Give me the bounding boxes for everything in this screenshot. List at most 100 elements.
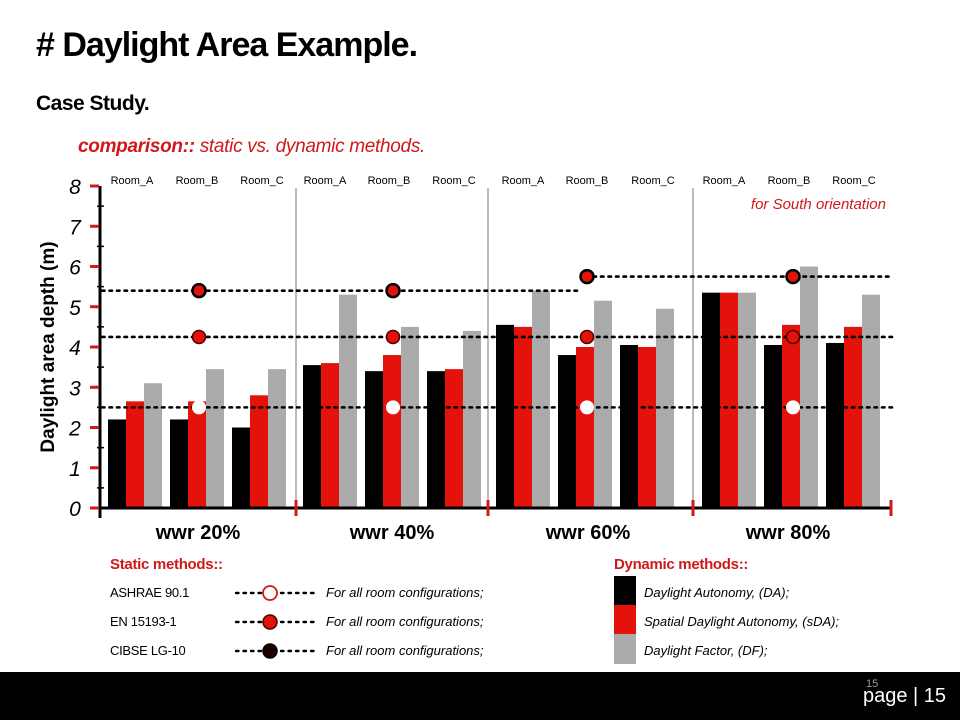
group-label: wwr 80% bbox=[745, 522, 831, 544]
bar-da bbox=[826, 342, 844, 508]
bar-sda bbox=[638, 347, 656, 508]
legend-ashrae-desc: For all room configurations; bbox=[326, 585, 484, 600]
marker-cibse bbox=[579, 268, 595, 285]
room-label: Room_B bbox=[566, 175, 609, 187]
bar-df bbox=[144, 383, 162, 508]
bar-df bbox=[594, 300, 612, 508]
y-tick-label: 5 bbox=[69, 297, 81, 320]
bar-da bbox=[764, 344, 782, 508]
bar-sda bbox=[445, 369, 463, 508]
bar-df bbox=[339, 294, 357, 508]
y-tick-label: 7 bbox=[69, 216, 82, 239]
bar-df bbox=[862, 294, 880, 508]
y-tick-label: 0 bbox=[69, 498, 81, 521]
y-tick-label: 1 bbox=[69, 458, 81, 481]
static-methods-title: Static methods:: bbox=[110, 556, 223, 573]
legend-sda-desc: Spatial Daylight Autonomy, (sDA); bbox=[644, 614, 840, 629]
bar-sda bbox=[321, 363, 339, 508]
legend-sda-swatch bbox=[614, 605, 636, 635]
marker-ashrae bbox=[580, 400, 594, 415]
page-title: # Daylight Area Example. bbox=[36, 26, 418, 64]
marker-ashrae bbox=[786, 400, 800, 415]
legend-cibse-desc: For all room configurations; bbox=[326, 643, 484, 658]
footer-bar: 15 page | 15 bbox=[0, 672, 960, 720]
legend-df-desc: Daylight Factor, (DF); bbox=[644, 643, 768, 658]
marker-en bbox=[579, 329, 595, 345]
bar-da bbox=[303, 365, 321, 508]
bar-da bbox=[496, 324, 514, 508]
room-label: Room_A bbox=[304, 175, 347, 187]
legend-ashrae-label: ASHRAE 90.1 bbox=[110, 585, 190, 600]
bar-df bbox=[532, 290, 550, 508]
bar-sda bbox=[576, 347, 594, 508]
bar-sda bbox=[782, 324, 800, 508]
bar-df bbox=[463, 330, 481, 508]
y-tick-label: 3 bbox=[69, 377, 81, 400]
room-label: Room_C bbox=[631, 175, 674, 187]
legend-cibse-symbol bbox=[262, 643, 278, 659]
bar-da bbox=[558, 355, 576, 508]
bar-da bbox=[108, 419, 126, 508]
y-tick-label: 8 bbox=[69, 176, 81, 199]
room-label: Room_B bbox=[176, 175, 219, 187]
marker-cibse bbox=[785, 268, 801, 285]
bar-df bbox=[401, 326, 419, 508]
marker-en bbox=[385, 329, 401, 345]
room-label: Room_C bbox=[432, 175, 475, 187]
legend-df-swatch bbox=[614, 634, 636, 664]
legend-en-symbol bbox=[262, 614, 278, 630]
slide-number: 15 bbox=[866, 678, 879, 690]
bar-sda bbox=[188, 401, 206, 508]
room-label: Room_A bbox=[111, 175, 154, 187]
y-axis-label: Daylight area depth (m) bbox=[38, 241, 59, 452]
legend-en-label: EN 15193-1 bbox=[110, 614, 177, 629]
marker-en bbox=[191, 329, 207, 345]
bar-sda bbox=[514, 326, 532, 508]
bar-sda bbox=[720, 292, 738, 508]
y-tick-label: 6 bbox=[69, 257, 81, 280]
room-label: Room_C bbox=[240, 175, 283, 187]
room-label: Room_B bbox=[368, 175, 411, 187]
bar-da bbox=[702, 292, 720, 508]
bar-da bbox=[620, 344, 638, 508]
bar-sda bbox=[250, 395, 268, 508]
comparison-text: static vs. dynamic methods. bbox=[199, 136, 426, 157]
marker-cibse bbox=[385, 282, 401, 299]
comparison-heading: comparison:: static vs. dynamic methods. bbox=[78, 136, 425, 158]
legend-da-desc: Daylight Autonomy, (DA); bbox=[644, 585, 790, 600]
marker-ashrae bbox=[192, 400, 206, 415]
legend-da-swatch bbox=[614, 576, 636, 606]
subtitle: Case Study. bbox=[36, 92, 150, 115]
bar-df bbox=[738, 292, 756, 508]
comparison-prefix: comparison:: bbox=[78, 136, 195, 157]
bar-da bbox=[365, 371, 383, 508]
legend-ashrae-symbol bbox=[262, 585, 278, 601]
group-label: wwr 60% bbox=[545, 522, 631, 544]
page-label: page | 15 bbox=[862, 685, 946, 707]
bar-da bbox=[232, 427, 250, 508]
marker-cibse bbox=[191, 282, 207, 299]
room-label: Room_C bbox=[832, 175, 875, 187]
bar-df bbox=[800, 266, 818, 508]
bar-sda bbox=[126, 401, 144, 508]
bar-sda bbox=[383, 355, 401, 508]
bar-da bbox=[170, 419, 188, 508]
y-tick-label: 2 bbox=[68, 418, 81, 441]
legend-en-desc: For all room configurations; bbox=[326, 614, 484, 629]
bar-df bbox=[268, 369, 286, 508]
room-label: Room_A bbox=[502, 175, 545, 187]
marker-ashrae bbox=[386, 400, 400, 415]
y-tick-label: 4 bbox=[69, 337, 81, 360]
bar-df bbox=[206, 369, 224, 508]
bar-sda bbox=[844, 326, 862, 508]
room-label: Room_A bbox=[703, 175, 746, 187]
bar-da bbox=[427, 371, 445, 508]
room-label: Room_B bbox=[768, 175, 811, 187]
daylight-chart: 0 1 2 3 4 5 6 7 8 Daylight area depth (m) wwr 20% w… bbox=[38, 175, 894, 659]
marker-en bbox=[785, 329, 801, 345]
group-label: wwr 40% bbox=[349, 522, 435, 544]
legend-cibse-label: CIBSE LG-10 bbox=[110, 643, 186, 658]
group-label: wwr 20% bbox=[155, 522, 241, 544]
orientation-note: for South orientation bbox=[751, 196, 886, 213]
dynamic-methods-title: Dynamic methods:: bbox=[614, 556, 749, 573]
